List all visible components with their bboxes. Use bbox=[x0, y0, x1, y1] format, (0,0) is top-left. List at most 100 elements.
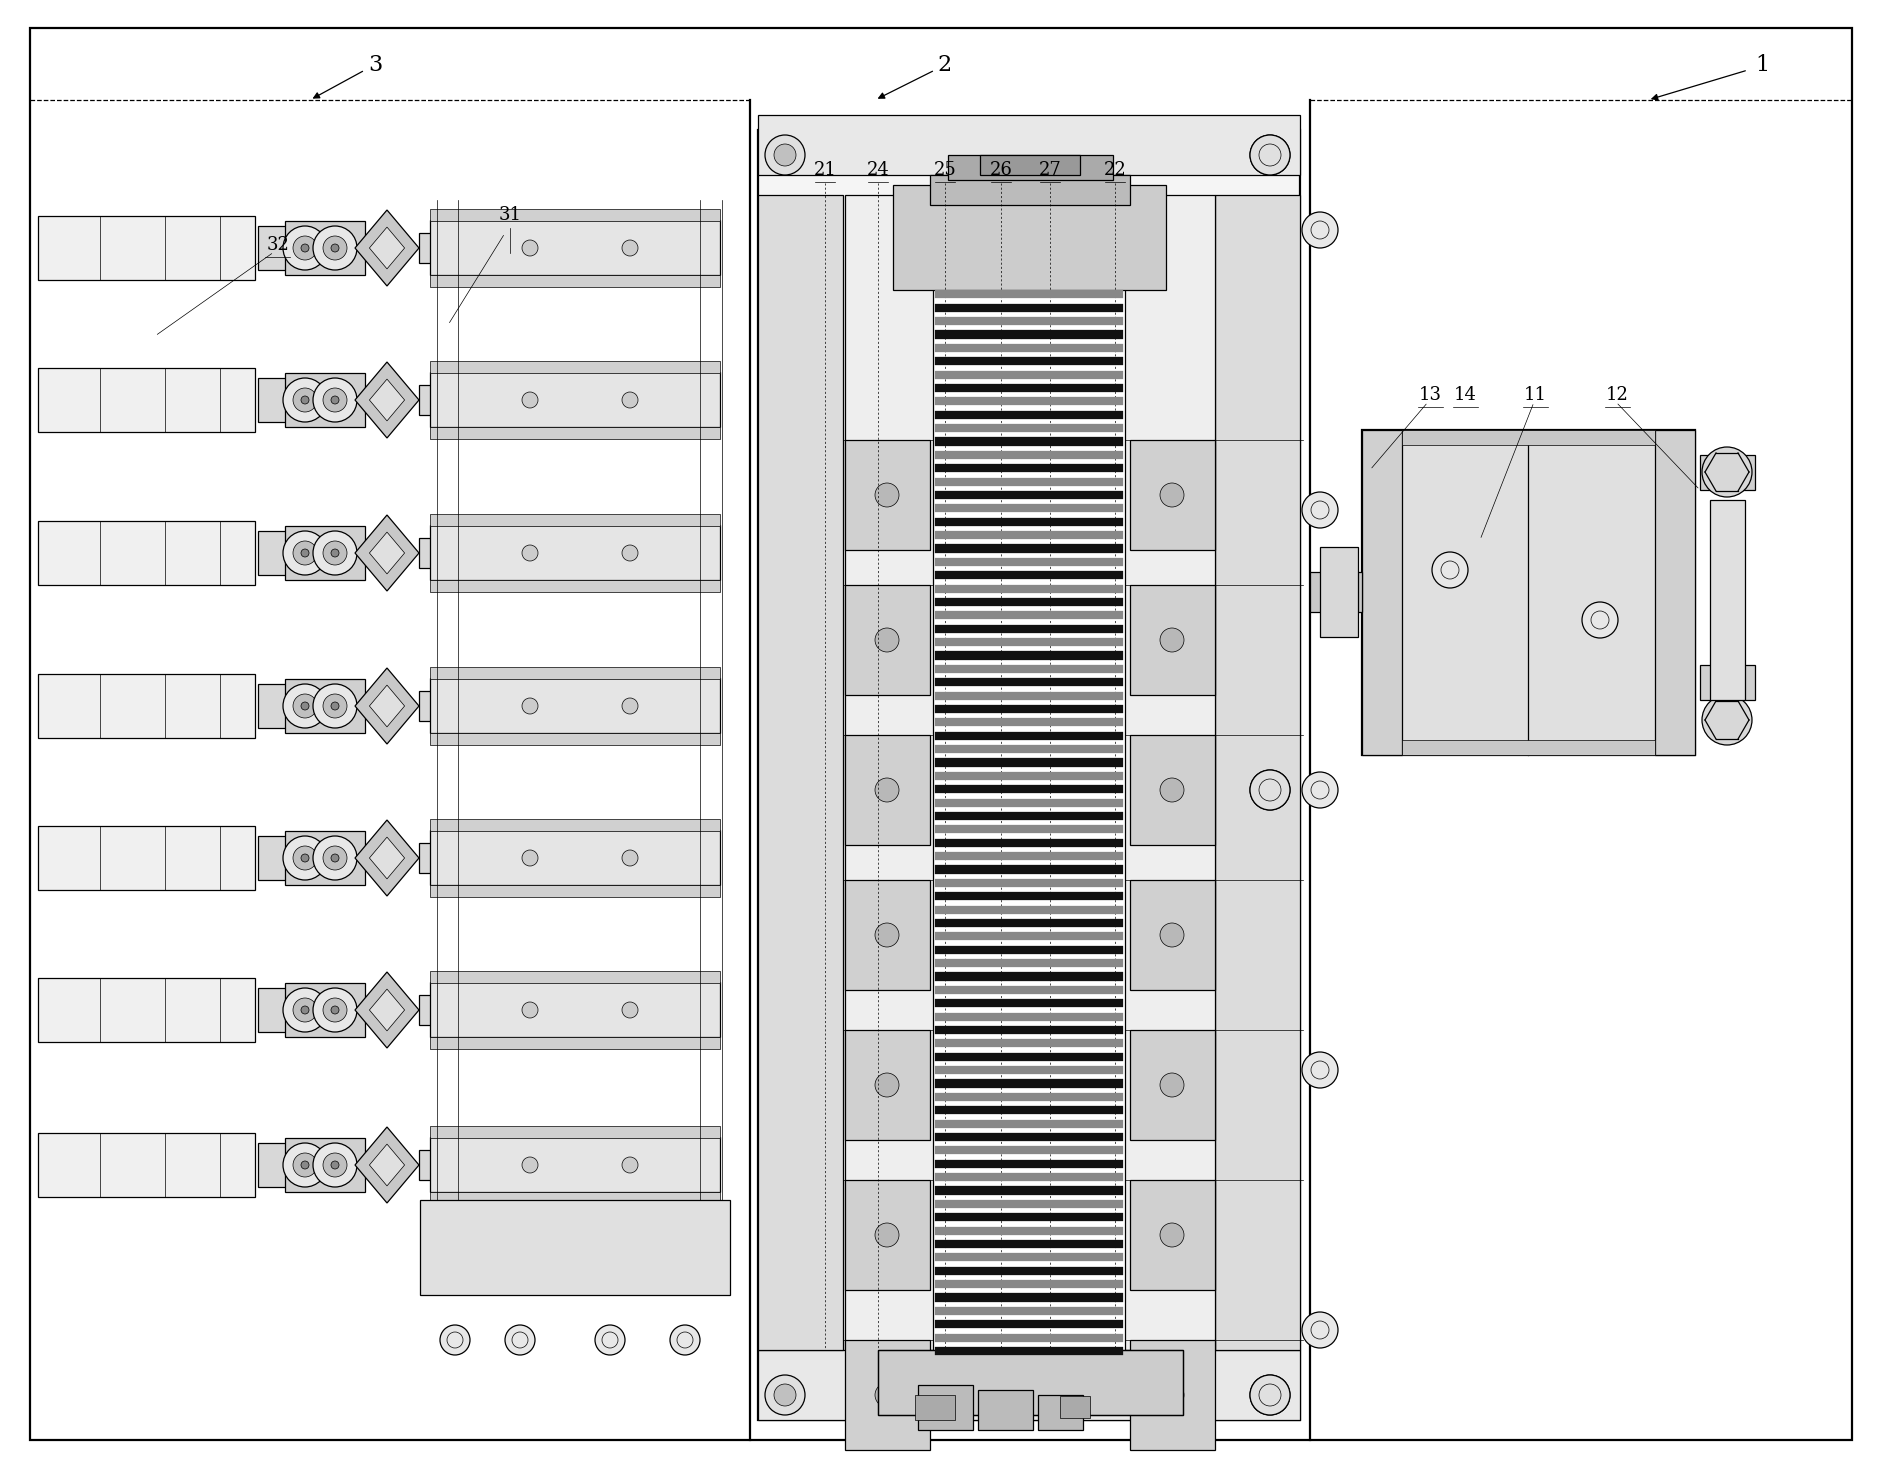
Bar bbox=[935, 385, 1124, 392]
Circle shape bbox=[1250, 1376, 1289, 1415]
Bar bbox=[935, 1348, 1124, 1355]
Bar bbox=[935, 451, 1124, 459]
Circle shape bbox=[774, 1384, 796, 1406]
Circle shape bbox=[324, 846, 346, 871]
Bar bbox=[935, 330, 1124, 339]
Bar bbox=[935, 1267, 1124, 1274]
Bar bbox=[429, 1126, 721, 1138]
Bar bbox=[935, 424, 1124, 432]
Circle shape bbox=[324, 542, 346, 565]
Bar bbox=[935, 772, 1124, 780]
Bar bbox=[284, 984, 365, 1036]
Bar bbox=[1039, 1395, 1082, 1430]
Bar bbox=[284, 373, 365, 427]
Bar bbox=[935, 625, 1124, 633]
Bar bbox=[935, 357, 1124, 366]
Bar bbox=[935, 1333, 1124, 1342]
Bar bbox=[935, 919, 1124, 926]
Bar bbox=[933, 285, 1125, 1355]
Circle shape bbox=[764, 135, 805, 175]
Bar bbox=[935, 477, 1124, 486]
Bar bbox=[420, 995, 450, 1025]
Circle shape bbox=[875, 1223, 900, 1246]
Circle shape bbox=[301, 702, 309, 711]
Polygon shape bbox=[369, 228, 405, 269]
Circle shape bbox=[1159, 628, 1184, 652]
Circle shape bbox=[331, 1006, 339, 1014]
Bar bbox=[420, 385, 450, 415]
Bar bbox=[420, 233, 450, 263]
Bar bbox=[935, 652, 1124, 659]
Circle shape bbox=[621, 1003, 638, 1017]
Bar bbox=[935, 584, 1124, 593]
Bar bbox=[935, 906, 1124, 913]
Circle shape bbox=[1159, 778, 1184, 802]
Polygon shape bbox=[356, 515, 420, 592]
Bar bbox=[935, 518, 1124, 526]
Bar bbox=[935, 972, 1124, 981]
Bar bbox=[38, 978, 254, 1042]
Bar bbox=[1060, 1396, 1090, 1418]
Bar bbox=[935, 932, 1124, 941]
Circle shape bbox=[301, 549, 309, 556]
Circle shape bbox=[1259, 144, 1282, 166]
Bar bbox=[935, 1160, 1124, 1167]
Bar bbox=[1363, 430, 1402, 755]
Bar bbox=[935, 505, 1124, 512]
Bar bbox=[1129, 1180, 1216, 1290]
Bar bbox=[935, 1199, 1124, 1208]
Bar bbox=[284, 526, 365, 580]
Bar bbox=[935, 1186, 1124, 1195]
Polygon shape bbox=[369, 989, 405, 1031]
Text: 1: 1 bbox=[1754, 54, 1769, 76]
Bar bbox=[429, 1036, 721, 1050]
Circle shape bbox=[294, 998, 316, 1022]
Circle shape bbox=[1302, 492, 1338, 528]
Circle shape bbox=[312, 988, 358, 1032]
Bar bbox=[429, 427, 721, 439]
Circle shape bbox=[324, 998, 346, 1022]
Circle shape bbox=[1250, 135, 1289, 175]
Bar bbox=[935, 959, 1124, 967]
Bar bbox=[935, 531, 1124, 539]
Text: 31: 31 bbox=[499, 206, 521, 225]
Bar bbox=[1711, 501, 1745, 700]
Bar bbox=[429, 526, 721, 580]
Bar bbox=[845, 195, 1216, 1351]
Polygon shape bbox=[356, 668, 420, 744]
Bar bbox=[935, 411, 1124, 418]
Bar bbox=[915, 1395, 954, 1420]
Circle shape bbox=[312, 226, 358, 270]
Bar bbox=[935, 291, 1124, 298]
Polygon shape bbox=[356, 363, 420, 437]
Bar bbox=[38, 826, 254, 890]
Circle shape bbox=[440, 1326, 470, 1355]
Circle shape bbox=[504, 1326, 534, 1355]
Circle shape bbox=[331, 549, 339, 556]
Bar bbox=[935, 1173, 1124, 1182]
Bar bbox=[429, 220, 721, 275]
Bar bbox=[935, 1240, 1124, 1248]
Bar bbox=[258, 226, 286, 270]
Text: 25: 25 bbox=[933, 161, 956, 179]
Bar bbox=[935, 1013, 1124, 1020]
Bar bbox=[758, 131, 1300, 1420]
Bar bbox=[935, 1026, 1124, 1033]
Bar bbox=[935, 398, 1124, 405]
Polygon shape bbox=[356, 972, 420, 1048]
Bar bbox=[284, 831, 365, 885]
Polygon shape bbox=[369, 379, 405, 421]
Circle shape bbox=[301, 854, 309, 862]
Circle shape bbox=[282, 377, 327, 421]
Polygon shape bbox=[356, 1127, 420, 1202]
Text: 26: 26 bbox=[990, 161, 1013, 179]
Bar bbox=[1310, 573, 1363, 612]
Bar bbox=[935, 879, 1124, 887]
Text: 3: 3 bbox=[367, 54, 382, 76]
Bar bbox=[1129, 440, 1216, 550]
Bar bbox=[935, 851, 1124, 860]
Bar bbox=[845, 1031, 930, 1141]
Bar bbox=[935, 838, 1124, 847]
Bar bbox=[258, 988, 286, 1032]
Bar bbox=[1402, 430, 1654, 445]
